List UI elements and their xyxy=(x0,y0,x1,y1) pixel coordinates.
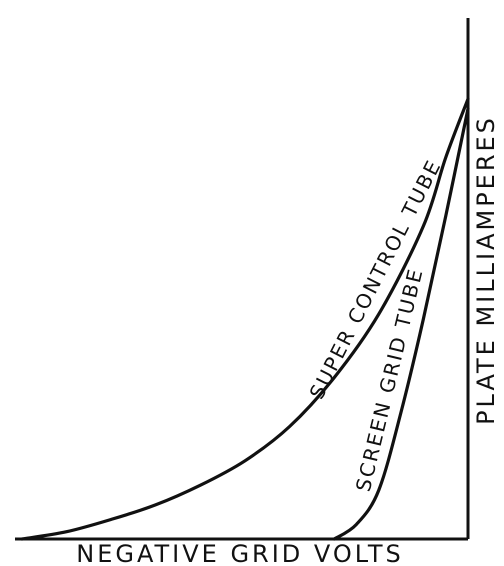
y-axis-label: PLATE MILLIAMPERES xyxy=(472,115,500,425)
screen-grid-tube-curve xyxy=(332,107,470,541)
x-axis-label: NEGATIVE GRID VOLTS xyxy=(76,540,404,566)
super-control-tube-curve xyxy=(20,97,470,541)
